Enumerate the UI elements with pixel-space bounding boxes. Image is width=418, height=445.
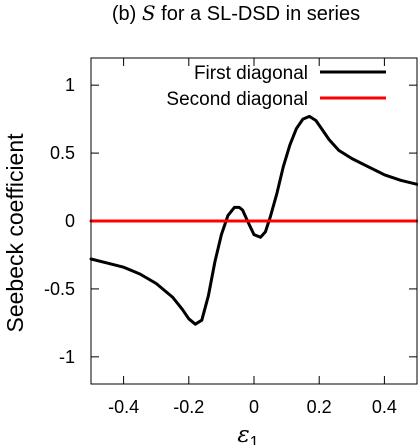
x-axis-label: ε1 [237,422,258,445]
x-axis-label-symbol: ε [237,422,249,445]
y-axis-label: Seebeck coefficient [2,133,28,333]
x-axis-label-subscript: 1 [250,434,259,445]
chart-title-suffix: for a SL-DSD in series [156,3,361,25]
x-tick-label: 0.2 [307,397,332,417]
chart-title-prefix: (b) [112,3,142,25]
plot-frame [90,57,418,385]
x-tick-label: -0.2 [173,397,204,417]
x-tick-label: 0 [249,397,259,417]
x-tick-label: -0.4 [108,397,139,417]
y-tick-label: 0 [65,211,75,231]
chart-title-symbol: S [142,1,156,25]
series-line-1 [89,114,418,326]
y-tick-label: 1 [65,75,75,95]
legend-label-2: Second diagonal [166,89,308,110]
y-tick-label: 0.5 [50,143,75,163]
y-tick-label: -1 [59,347,75,367]
plot-area: -0.4 -0.2 0 0.2 0.4 -1 -0.5 0 0.5 1 First diagonal… [44,57,418,417]
y-tick-label: -0.5 [44,279,75,299]
x-tick-label: 0.4 [372,397,397,417]
chart-title: (b) S for a SL-DSD in series [112,1,360,25]
legend-label-1: First diagonal [194,63,308,84]
